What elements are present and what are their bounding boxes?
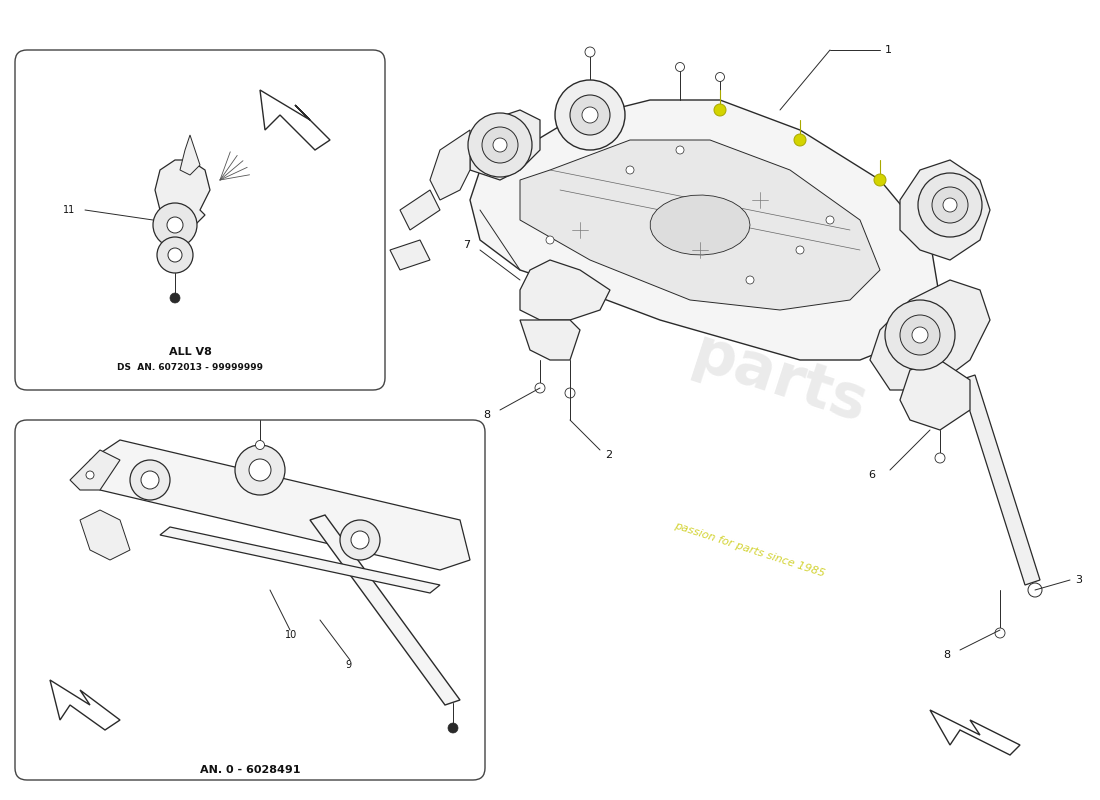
Circle shape xyxy=(351,531,369,549)
Circle shape xyxy=(676,146,684,154)
Circle shape xyxy=(235,445,285,495)
Circle shape xyxy=(340,520,379,560)
Polygon shape xyxy=(870,280,990,390)
Text: ALL V8: ALL V8 xyxy=(168,347,211,357)
Polygon shape xyxy=(900,160,990,260)
Circle shape xyxy=(468,113,532,177)
Polygon shape xyxy=(930,710,1020,755)
FancyBboxPatch shape xyxy=(15,50,385,390)
Text: 2: 2 xyxy=(605,450,612,460)
Text: euro: euro xyxy=(636,228,804,332)
Circle shape xyxy=(86,471,94,479)
Polygon shape xyxy=(900,360,970,430)
Text: 11: 11 xyxy=(63,205,75,215)
Polygon shape xyxy=(155,160,210,230)
Text: DS  AN. 6072013 - 99999999: DS AN. 6072013 - 99999999 xyxy=(117,363,263,373)
Circle shape xyxy=(582,107,598,123)
Polygon shape xyxy=(650,195,750,255)
Circle shape xyxy=(675,62,684,71)
Polygon shape xyxy=(260,90,330,150)
Text: 9: 9 xyxy=(345,660,351,670)
Circle shape xyxy=(482,127,518,163)
Circle shape xyxy=(886,300,955,370)
Text: 6: 6 xyxy=(868,470,875,480)
Polygon shape xyxy=(310,515,460,705)
Polygon shape xyxy=(160,527,440,593)
Circle shape xyxy=(153,203,197,247)
Circle shape xyxy=(874,174,886,186)
Circle shape xyxy=(157,237,192,273)
Circle shape xyxy=(714,104,726,116)
Polygon shape xyxy=(180,135,200,175)
Circle shape xyxy=(448,723,458,733)
Circle shape xyxy=(715,73,725,82)
Circle shape xyxy=(167,217,183,233)
Circle shape xyxy=(565,388,575,398)
Polygon shape xyxy=(430,130,470,200)
Text: 10: 10 xyxy=(285,630,297,640)
Circle shape xyxy=(141,471,160,489)
Circle shape xyxy=(943,198,957,212)
Circle shape xyxy=(996,628,1005,638)
Circle shape xyxy=(826,216,834,224)
Text: 8: 8 xyxy=(943,650,950,660)
Circle shape xyxy=(1028,583,1042,597)
Polygon shape xyxy=(400,190,440,230)
Polygon shape xyxy=(520,260,610,320)
Circle shape xyxy=(556,80,625,150)
Circle shape xyxy=(535,383,544,393)
Text: 7: 7 xyxy=(463,240,470,250)
Circle shape xyxy=(493,138,507,152)
Circle shape xyxy=(255,441,264,450)
Circle shape xyxy=(794,134,806,146)
Polygon shape xyxy=(520,320,580,360)
Text: AN. 0 - 6028491: AN. 0 - 6028491 xyxy=(200,765,300,775)
Circle shape xyxy=(249,459,271,481)
Circle shape xyxy=(900,315,940,355)
Polygon shape xyxy=(50,680,120,730)
Circle shape xyxy=(912,327,928,343)
FancyBboxPatch shape xyxy=(15,420,485,780)
Circle shape xyxy=(130,460,170,500)
Text: 8: 8 xyxy=(483,410,490,420)
Text: passion for parts since 1985: passion for parts since 1985 xyxy=(673,521,826,579)
Polygon shape xyxy=(520,140,880,310)
Polygon shape xyxy=(470,110,540,180)
Text: 1: 1 xyxy=(886,45,892,55)
Circle shape xyxy=(585,47,595,57)
Polygon shape xyxy=(470,100,940,360)
Polygon shape xyxy=(960,375,1040,585)
Text: 3: 3 xyxy=(1075,575,1082,585)
Circle shape xyxy=(935,453,945,463)
Circle shape xyxy=(796,246,804,254)
Polygon shape xyxy=(70,450,120,490)
Circle shape xyxy=(168,248,182,262)
Circle shape xyxy=(918,173,982,237)
Circle shape xyxy=(570,95,611,135)
Polygon shape xyxy=(390,240,430,270)
Circle shape xyxy=(932,187,968,223)
Circle shape xyxy=(546,236,554,244)
Circle shape xyxy=(170,293,180,303)
Polygon shape xyxy=(80,510,130,560)
Circle shape xyxy=(746,276,754,284)
Polygon shape xyxy=(90,440,470,570)
Circle shape xyxy=(626,166,634,174)
Text: parts: parts xyxy=(685,324,874,436)
